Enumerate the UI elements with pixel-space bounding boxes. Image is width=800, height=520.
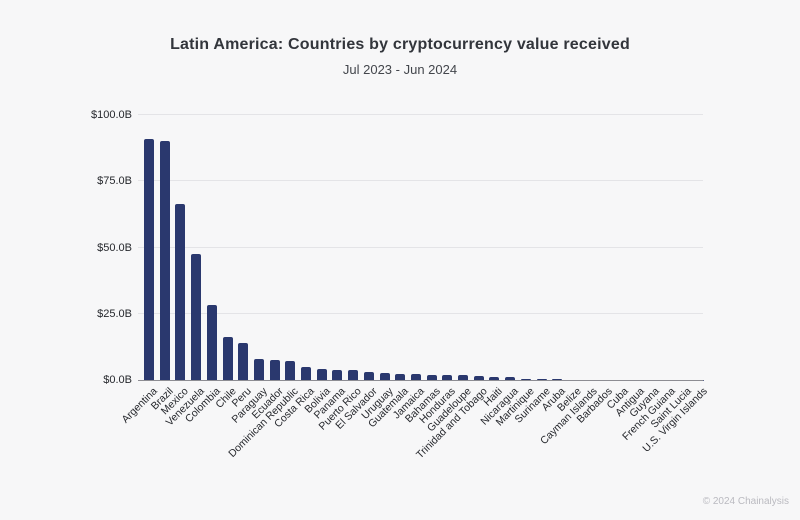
bar [316, 369, 327, 380]
bar [646, 379, 657, 380]
bar [662, 379, 673, 380]
bar [395, 373, 406, 380]
copyright-credit: © 2024 Chainalysis [702, 496, 789, 507]
bar [442, 374, 453, 380]
bar [332, 369, 343, 380]
plot-area: $0.0B $25.0B $50.0B $75.0B $100.0B [91, 109, 704, 386]
bar [489, 376, 500, 380]
bar [552, 379, 563, 380]
gridline [138, 246, 703, 248]
gridline [138, 180, 703, 182]
bar [410, 374, 421, 380]
bar [567, 379, 578, 380]
bar [191, 254, 202, 380]
bar [253, 359, 264, 380]
bar [693, 379, 704, 380]
bar [599, 379, 610, 380]
y-tick-label: $100.0B [91, 109, 132, 121]
bar [583, 379, 594, 380]
bar [238, 343, 249, 380]
bar [458, 374, 468, 380]
bar [677, 379, 688, 380]
chart-title: Latin America: Countries by cryptocurren… [170, 36, 630, 53]
y-tick-label: $0.0B [103, 374, 132, 386]
bar [536, 379, 547, 380]
y-tick-label: $75.0B [97, 175, 132, 188]
y-tick-label: $50.0B [97, 241, 132, 254]
bar [222, 337, 233, 380]
gridline [138, 312, 703, 314]
bar [144, 138, 154, 380]
bar [159, 140, 170, 380]
x-axis-line [138, 380, 703, 381]
bar [301, 367, 311, 380]
bar [175, 204, 186, 380]
bar [426, 374, 437, 380]
chart-subtitle: Jul 2023 - Jun 2024 [342, 62, 458, 77]
bar [206, 305, 217, 380]
bar [505, 377, 516, 380]
bar [379, 373, 390, 380]
bar [615, 379, 625, 380]
bar [520, 378, 531, 380]
bar [363, 372, 374, 380]
bar [285, 361, 296, 380]
bar [473, 375, 484, 380]
bar [348, 370, 359, 380]
y-tick-label: $25.0B [97, 307, 132, 320]
bar [630, 379, 641, 380]
gridline [138, 114, 703, 115]
bar [269, 359, 280, 380]
